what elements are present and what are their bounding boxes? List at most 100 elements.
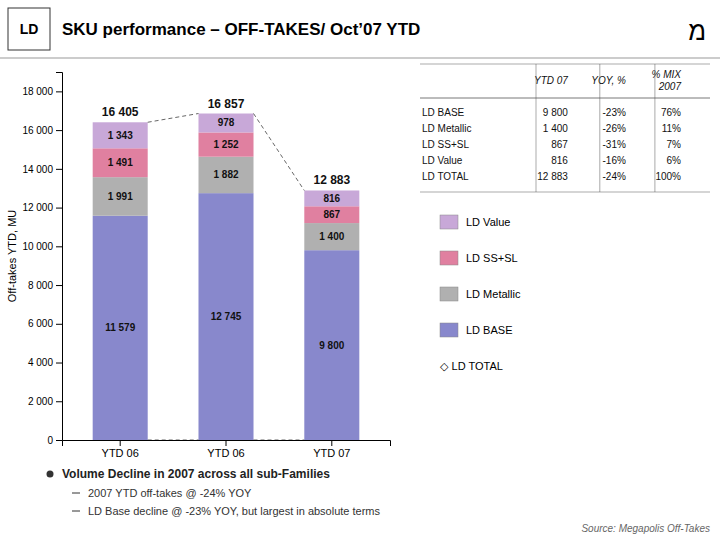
base-connector [254, 440, 305, 441]
legend-swatch [440, 287, 458, 301]
table-cell: 6% [667, 155, 682, 166]
total-label: 12 883 [313, 173, 350, 187]
legend-item: LD Metallic [440, 287, 521, 301]
data-label: 1 991 [108, 191, 133, 202]
bar-segment [198, 157, 253, 193]
sub-bullet-dash [72, 493, 80, 494]
legend-label: LD Metallic [466, 288, 521, 300]
y-tick: 4 000 [28, 357, 62, 368]
x-tick: YTD 06 [207, 440, 244, 459]
y-tick-mark [56, 363, 62, 364]
y-tick: 14 000 [22, 164, 62, 175]
y-axis: 02 0004 0006 0008 00010 00012 00014 0001… [22, 73, 62, 446]
data-labels: 11 57912 7459 8001 9911 8821 4001 4911 2… [102, 97, 351, 351]
data-label: 9 800 [319, 340, 344, 351]
data-label: 1 400 [319, 231, 344, 242]
y-tick: 0 [47, 435, 62, 446]
table-cell: LD Metallic [422, 123, 471, 134]
bar-segment [304, 206, 359, 223]
table-cell: LD SS+SL [422, 139, 469, 150]
x-axis-line [63, 441, 391, 447]
logo-box [8, 8, 50, 50]
x-tick-label: YTD 06 [207, 447, 244, 459]
legend-label: LD SS+SL [466, 252, 518, 264]
y-tick-mark [56, 285, 62, 286]
table-cell: 867 [551, 139, 568, 150]
table-cell: -24% [603, 171, 626, 182]
table-divider [536, 64, 537, 192]
table-border [420, 64, 710, 65]
data-label: 1 252 [213, 139, 238, 150]
y-tick-label: 6 000 [28, 318, 53, 329]
y-axis-line [56, 73, 63, 441]
bar-segment [304, 190, 359, 206]
y-tick-mark [56, 91, 62, 92]
y-tick-mark [56, 169, 62, 170]
table-header: % MIX2007 [652, 69, 682, 92]
bullet-text: Volume Decline in 2007 across all sub-Fa… [62, 467, 330, 481]
y-tick-label: 2 000 [28, 396, 53, 407]
legend-item: LD Value [440, 215, 510, 229]
x-tick-mark [331, 440, 332, 446]
legend-swatch [440, 323, 458, 337]
table-cell: -16% [603, 155, 626, 166]
bar-segment [198, 132, 253, 156]
x-tick: YTD 07 [313, 440, 350, 459]
x-tick: YTD 06 [102, 440, 139, 459]
table-cell: 1 400 [543, 123, 568, 134]
source: Source: Megapolis Off-Takes [581, 523, 710, 534]
y-tick: 2 000 [28, 396, 62, 407]
x-tick-label: YTD 06 [102, 447, 139, 459]
bar-segment [93, 122, 148, 148]
y-tick-label: 14 000 [22, 164, 53, 175]
table-cell: 100% [655, 171, 681, 182]
x-tick-label: YTD 07 [313, 447, 350, 459]
total-label: 16 405 [102, 105, 139, 119]
y-tick-label: 10 000 [22, 241, 53, 252]
logo: LD [20, 21, 39, 37]
table-cell: 76% [661, 107, 681, 118]
y-tick-mark [56, 130, 62, 131]
y-tick-label: 16 000 [22, 125, 53, 136]
data-label: 867 [323, 209, 340, 220]
table: YTD 07YOY, %% MIX2007LD BASE9 800-23%76%… [420, 64, 710, 192]
y-tick-mark [56, 324, 62, 325]
y-tick: 12 000 [22, 202, 62, 213]
title: SKU performance – OFF-TAKES/ Oct’07 YTD [62, 20, 420, 39]
data-label: 816 [323, 193, 340, 204]
legend-swatch [440, 251, 458, 265]
legend: LD Value LD SS+SL LD Metallic LD BASE ◇ LD T… [440, 215, 521, 372]
legend-item: LD BASE [440, 323, 512, 337]
table-divider [599, 64, 600, 192]
x-tick-mark [226, 440, 227, 446]
y-tick: 16 000 [22, 125, 62, 136]
bar-segment [93, 177, 148, 216]
bar-segment [198, 114, 253, 133]
legend-label: LD BASE [466, 324, 512, 336]
table-cell: 9 800 [543, 107, 568, 118]
bullet-dot [47, 471, 54, 478]
bar-segment [304, 223, 359, 250]
legend-swatch [440, 215, 458, 229]
y-tick: 6 000 [28, 318, 62, 329]
y-tick-mark [56, 401, 62, 402]
data-label: 12 745 [211, 311, 242, 322]
table-border [420, 192, 710, 193]
table-cell: LD Value [422, 155, 463, 166]
y-tick-label: 18 000 [22, 86, 53, 97]
legend-label: ◇ LD TOTAL [440, 360, 503, 372]
table-cell: LD TOTAL [422, 171, 469, 182]
table-cell: LD BASE [422, 107, 465, 118]
table-header: YTD 07 [534, 75, 568, 86]
y-tick: 10 000 [22, 241, 62, 252]
total-connector [254, 114, 305, 191]
bar-segment [93, 148, 148, 177]
y-tick-label: 12 000 [22, 202, 53, 213]
table-cell: 12 883 [537, 171, 568, 182]
data-label: 1 882 [213, 169, 238, 180]
legend-item: LD SS+SL [440, 251, 518, 265]
y-tick-mark [56, 246, 62, 247]
x-axis: YTD 06 YTD 06 YTD 07 [63, 440, 391, 459]
bar-segment [304, 250, 359, 440]
table-divider [654, 64, 655, 192]
